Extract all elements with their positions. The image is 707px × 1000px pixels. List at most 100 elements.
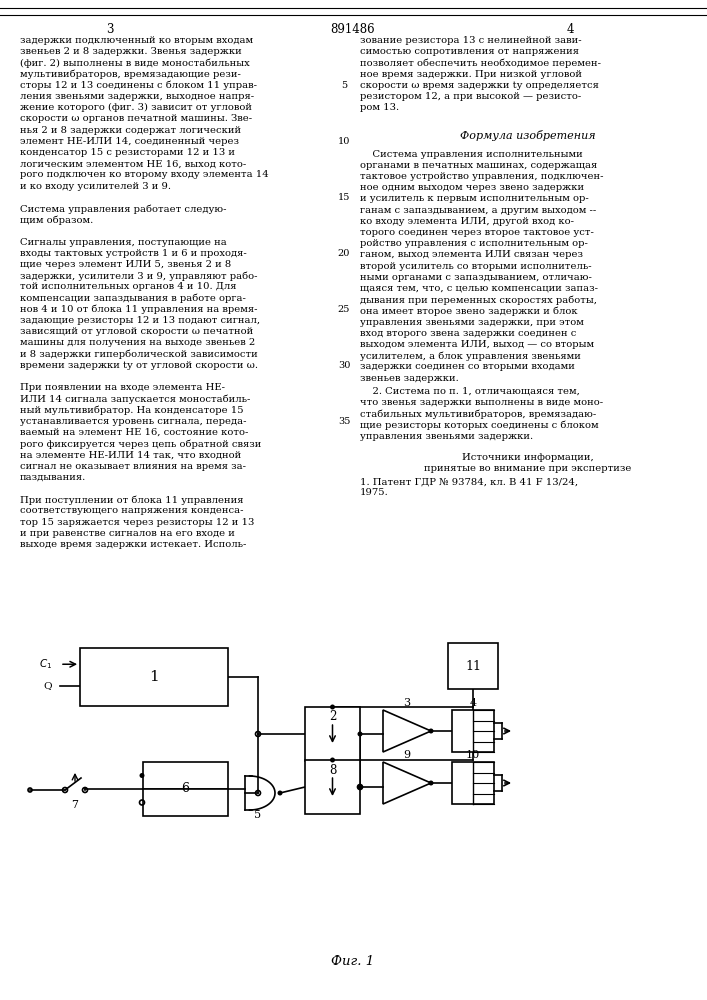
- Text: конденсатор 15 с резисторами 12 и 13 и: конденсатор 15 с резисторами 12 и 13 и: [20, 148, 235, 157]
- Text: 25: 25: [338, 305, 350, 314]
- Text: Сигналы управления, поступающие на: Сигналы управления, поступающие на: [20, 238, 227, 247]
- Text: 8: 8: [329, 764, 337, 776]
- Text: 7: 7: [71, 800, 78, 810]
- Text: Источники информации,: Источники информации,: [462, 453, 593, 462]
- Text: Система управления работает следую-: Система управления работает следую-: [20, 204, 226, 214]
- Text: рого подключен ко второму входу элемента 14: рого подключен ко второму входу элемента…: [20, 170, 269, 179]
- Text: органами в печатных машинах, содержащая: органами в печатных машинах, содержащая: [360, 161, 597, 170]
- Circle shape: [278, 790, 283, 796]
- Bar: [452, 710, 494, 752]
- Text: машины для получения на выходе звеньев 2: машины для получения на выходе звеньев 2: [20, 338, 255, 347]
- Text: щаяся тем, что, с целью компенсации запаз-: щаяся тем, что, с целью компенсации запа…: [360, 284, 598, 293]
- Text: мультивибраторов, времязадающие рези-: мультивибраторов, времязадающие рези-: [20, 70, 241, 79]
- Text: и 8 задержки гиперболической зависимости: и 8 задержки гиперболической зависимости: [20, 350, 258, 359]
- Text: жение которого (фиг. 3) зависит от угловой: жение которого (фиг. 3) зависит от углов…: [20, 103, 252, 112]
- Text: 1: 1: [149, 670, 159, 684]
- Bar: [143, 762, 228, 789]
- Text: элемент НЕ-ИЛИ 14, соединенный через: элемент НЕ-ИЛИ 14, соединенный через: [20, 137, 239, 146]
- Text: выходом элемента ИЛИ, выход — со вторым: выходом элемента ИЛИ, выход — со вторым: [360, 340, 594, 349]
- Text: на элементе НЕ-ИЛИ 14 так, что входной: на элементе НЕ-ИЛИ 14 так, что входной: [20, 450, 241, 459]
- Circle shape: [139, 773, 144, 778]
- Text: устанавливается уровень сигнала, переда-: устанавливается уровень сигнала, переда-: [20, 417, 247, 426]
- Text: дывания при переменных скоростях работы,: дывания при переменных скоростях работы,: [360, 295, 597, 305]
- Text: зависящий от угловой скорости ω печатной: зависящий от угловой скорости ω печатной: [20, 327, 253, 336]
- Text: 15: 15: [338, 193, 350, 202]
- Text: Фиг. 1: Фиг. 1: [332, 955, 375, 968]
- Text: 2. Система по п. 1, отличающаяся тем,: 2. Система по п. 1, отличающаяся тем,: [360, 387, 580, 396]
- Text: торого соединен через второе тактовое уст-: торого соединен через второе тактовое ус…: [360, 228, 594, 237]
- Text: сигнал не оказывает влияния на время за-: сигнал не оказывает влияния на время за-: [20, 462, 246, 471]
- Text: ное одним выходом через звено задержки: ное одним выходом через звено задержки: [360, 183, 584, 192]
- Text: щим образом.: щим образом.: [20, 215, 93, 225]
- Text: ный мультивибратор. На конденсаторе 15: ный мультивибратор. На конденсаторе 15: [20, 406, 244, 415]
- Text: резистором 12, а при высокой — резисто-: резистором 12, а при высокой — резисто-: [360, 92, 581, 101]
- Text: 10: 10: [466, 750, 480, 760]
- Text: При поступлении от блока 11 управления: При поступлении от блока 11 управления: [20, 495, 243, 505]
- Text: ром 13.: ром 13.: [360, 103, 399, 112]
- Text: симостью сопротивления от напряжения: симостью сопротивления от напряжения: [360, 47, 579, 56]
- Text: 10: 10: [338, 137, 350, 146]
- Text: Q: Q: [43, 681, 52, 690]
- Bar: [305, 760, 360, 814]
- Text: ИЛИ 14 сигнала запускается моностабиль-: ИЛИ 14 сигнала запускается моностабиль-: [20, 394, 250, 404]
- Text: и при равенстве сигналов на его входе и: и при равенстве сигналов на его входе и: [20, 529, 235, 538]
- Text: 30: 30: [338, 361, 350, 370]
- Text: выходе время задержки истекает. Исполь-: выходе время задержки истекает. Исполь-: [20, 540, 246, 549]
- Text: 6: 6: [182, 782, 189, 796]
- Circle shape: [358, 732, 363, 736]
- Text: и усилитель к первым исполнительным ор-: и усилитель к первым исполнительным ор-: [360, 194, 589, 203]
- Bar: [80, 648, 228, 706]
- Text: При появлении на входе элемента НЕ-: При появлении на входе элемента НЕ-: [20, 383, 225, 392]
- Text: что звенья задержки выполнены в виде моно-: что звенья задержки выполнены в виде мон…: [360, 398, 603, 407]
- Text: 891486: 891486: [331, 23, 375, 36]
- Text: ко входу элемента ИЛИ, другой вход ко-: ко входу элемента ИЛИ, другой вход ко-: [360, 217, 574, 226]
- Text: рого фиксируется через цепь обратной связи: рого фиксируется через цепь обратной свя…: [20, 439, 262, 449]
- Text: паздывания.: паздывания.: [20, 473, 86, 482]
- Text: сторы 12 и 13 соединены с блоком 11 управ-: сторы 12 и 13 соединены с блоком 11 упра…: [20, 81, 257, 90]
- Text: щие резисторы которых соединены с блоком: щие резисторы которых соединены с блоком: [360, 420, 599, 430]
- Text: 2: 2: [329, 710, 337, 724]
- Text: 1975.: 1975.: [360, 488, 389, 497]
- Text: усилителем, а блок управления звеньями: усилителем, а блок управления звеньями: [360, 351, 581, 361]
- Text: Система управления исполнительными: Система управления исполнительными: [360, 150, 583, 159]
- Text: задержки подключенный ко вторым входам: задержки подключенный ко вторым входам: [20, 36, 253, 45]
- Circle shape: [330, 758, 335, 762]
- Text: звеньев 2 и 8 задержки. Звенья задержки: звеньев 2 и 8 задержки. Звенья задержки: [20, 47, 242, 56]
- Text: ления звеньями задержки, выходное напря-: ления звеньями задержки, выходное напря-: [20, 92, 254, 101]
- Text: 35: 35: [338, 417, 350, 426]
- Text: соответствующего напряжения конденса-: соответствующего напряжения конденса-: [20, 506, 243, 515]
- Text: вход второго звена задержки соединен с: вход второго звена задержки соединен с: [360, 329, 576, 338]
- Text: задержки соединен со вторыми входами: задержки соединен со вторыми входами: [360, 362, 575, 371]
- Text: скорости ω время задержки tу определяется: скорости ω время задержки tу определяетс…: [360, 81, 599, 90]
- Text: той исполнительных органов 4 и 10. Для: той исполнительных органов 4 и 10. Для: [20, 282, 237, 291]
- Text: нов 4 и 10 от блока 11 управления на время-: нов 4 и 10 от блока 11 управления на вре…: [20, 305, 257, 314]
- Text: Формула изобретения: Формула изобретения: [460, 130, 595, 141]
- Text: скорости ω органов печатной машины. Зве-: скорости ω органов печатной машины. Зве-: [20, 114, 252, 123]
- Text: 4: 4: [469, 698, 477, 708]
- Text: задержки, усилители 3 и 9, управляют рабо-: задержки, усилители 3 и 9, управляют раб…: [20, 271, 257, 281]
- Text: 9: 9: [404, 750, 411, 760]
- Text: ное время задержки. При низкой угловой: ное время задержки. При низкой угловой: [360, 70, 582, 79]
- Text: управления звеньями задержки, при этом: управления звеньями задержки, при этом: [360, 318, 584, 327]
- Text: (фиг. 2) выполнены в виде моностабильных: (фиг. 2) выполнены в виде моностабильных: [20, 58, 250, 68]
- Text: и ко входу усилителей 3 и 9.: и ко входу усилителей 3 и 9.: [20, 182, 171, 191]
- Text: 5: 5: [341, 81, 347, 90]
- Text: она имеет второе звено задержки и блок: она имеет второе звено задержки и блок: [360, 306, 578, 316]
- Text: ганом, выход элемента ИЛИ связан через: ганом, выход элемента ИЛИ связан через: [360, 250, 583, 259]
- Text: принятые во внимание при экспертизе: принятые во внимание при экспертизе: [423, 464, 631, 473]
- Text: зование резистора 13 с нелинейной зави-: зование резистора 13 с нелинейной зави-: [360, 36, 582, 45]
- Circle shape: [428, 728, 433, 734]
- Text: входы тактовых устройств 1 и 6 и проходя-: входы тактовых устройств 1 и 6 и проходя…: [20, 249, 247, 258]
- Text: щие через элемент ИЛИ 5, звенья 2 и 8: щие через элемент ИЛИ 5, звенья 2 и 8: [20, 260, 231, 269]
- Text: второй усилитель со вторыми исполнитель-: второй усилитель со вторыми исполнитель-: [360, 262, 592, 271]
- Text: логическим элементом НЕ 16, выход кото-: логическим элементом НЕ 16, выход кото-: [20, 159, 246, 168]
- Text: 11: 11: [465, 660, 481, 672]
- Text: 3: 3: [106, 23, 114, 36]
- Text: стабильных мультивибраторов, времязадаю-: стабильных мультивибраторов, времязадаю-: [360, 409, 596, 419]
- Text: 20: 20: [338, 249, 350, 258]
- Text: нья 2 и 8 задержки содержат логический: нья 2 и 8 задержки содержат логический: [20, 126, 241, 135]
- Bar: [143, 789, 228, 816]
- Text: $C_1$: $C_1$: [39, 657, 52, 671]
- Text: ными органами с запаздыванием, отличаю-: ными органами с запаздыванием, отличаю-: [360, 273, 592, 282]
- Text: 3: 3: [404, 698, 411, 708]
